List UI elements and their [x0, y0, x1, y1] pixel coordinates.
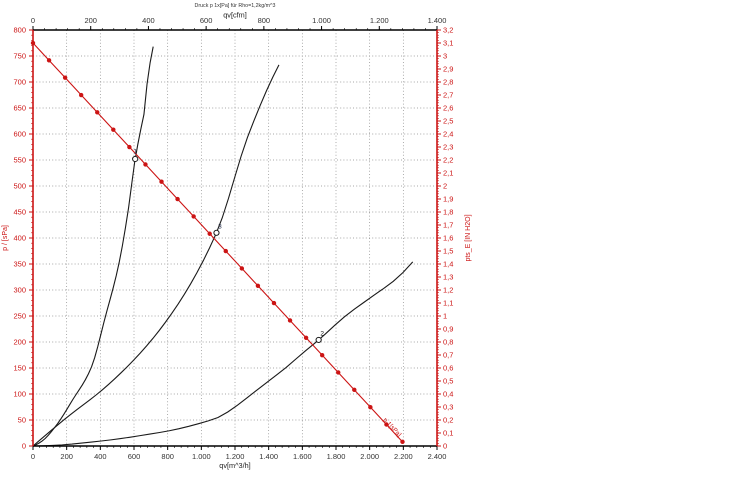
svg-text:1,2: 1,2 [443, 286, 453, 295]
svg-text:1,5: 1,5 [443, 247, 453, 256]
svg-text:100: 100 [13, 390, 26, 399]
svg-text:1,6: 1,6 [443, 234, 453, 243]
svg-text:2.000: 2.000 [360, 452, 379, 461]
svg-text:250: 250 [13, 312, 26, 321]
svg-text:qv[m^3/h]: qv[m^3/h] [219, 461, 250, 470]
svg-text:1.400: 1.400 [428, 16, 447, 25]
svg-text:2,8: 2,8 [443, 78, 453, 87]
svg-text:50: 50 [18, 416, 26, 425]
svg-text:2,9: 2,9 [443, 65, 453, 74]
svg-text:3,1: 3,1 [443, 39, 453, 48]
svg-text:400: 400 [13, 234, 26, 243]
svg-text:3: 3 [218, 223, 222, 230]
svg-text:1,4: 1,4 [443, 260, 453, 269]
svg-text:1,9: 1,9 [443, 195, 453, 204]
svg-text:1.600: 1.600 [293, 452, 312, 461]
svg-text:1,8: 1,8 [443, 208, 453, 217]
svg-text:1: 1 [443, 312, 447, 321]
svg-text:600: 600 [128, 452, 141, 461]
svg-text:2: 2 [443, 182, 447, 191]
svg-text:2,5: 2,5 [443, 117, 453, 126]
svg-text:1.800: 1.800 [327, 452, 346, 461]
svg-text:400: 400 [142, 16, 155, 25]
svg-text:pts_E [IN H2O]: pts_E [IN H2O] [465, 214, 472, 261]
svg-text:500: 500 [13, 182, 26, 191]
svg-text:600: 600 [200, 16, 213, 25]
svg-text:800: 800 [13, 26, 26, 35]
svg-text:1.000: 1.000 [192, 452, 211, 461]
svg-text:800: 800 [161, 452, 174, 461]
svg-text:0,2: 0,2 [443, 416, 453, 425]
svg-text:0: 0 [22, 442, 26, 451]
svg-text:3: 3 [443, 52, 447, 61]
svg-text:400: 400 [94, 452, 107, 461]
svg-text:1.200: 1.200 [226, 452, 245, 461]
svg-text:2,7: 2,7 [443, 91, 453, 100]
svg-text:0,9: 0,9 [443, 325, 453, 334]
svg-text:0,5: 0,5 [443, 377, 453, 386]
svg-text:750: 750 [13, 52, 26, 61]
svg-text:0: 0 [443, 442, 447, 451]
svg-text:150: 150 [13, 364, 26, 373]
svg-text:650: 650 [13, 104, 26, 113]
svg-text:1,1: 1,1 [443, 299, 453, 308]
svg-text:200: 200 [84, 16, 97, 25]
svg-text:0,8: 0,8 [443, 338, 453, 347]
svg-text:1,3: 1,3 [443, 273, 453, 282]
svg-text:1: 1 [133, 148, 137, 155]
svg-text:2,6: 2,6 [443, 104, 453, 113]
svg-text:2,1: 2,1 [443, 169, 453, 178]
svg-text:0,3: 0,3 [443, 403, 453, 412]
svg-text:700: 700 [13, 78, 26, 87]
svg-text:2.400: 2.400 [428, 452, 447, 461]
svg-text:0,4: 0,4 [443, 390, 453, 399]
svg-text:2,3: 2,3 [443, 143, 453, 152]
svg-text:1.400: 1.400 [259, 452, 278, 461]
svg-text:p / [sPa]: p / [sPa] [2, 225, 9, 251]
svg-text:200: 200 [13, 338, 26, 347]
svg-text:2,2: 2,2 [443, 156, 453, 165]
svg-text:0: 0 [31, 452, 35, 461]
svg-text:1,7: 1,7 [443, 221, 453, 230]
svg-text:0: 0 [31, 16, 35, 25]
svg-text:1.000: 1.000 [312, 16, 331, 25]
svg-text:300: 300 [13, 286, 26, 295]
svg-text:0,7: 0,7 [443, 351, 453, 360]
svg-text:800: 800 [258, 16, 271, 25]
svg-text:450: 450 [13, 208, 26, 217]
svg-text:3,2: 3,2 [443, 26, 453, 35]
svg-text:0,1: 0,1 [443, 429, 453, 438]
svg-text:350: 350 [13, 260, 26, 269]
svg-text:2: 2 [320, 330, 324, 337]
svg-text:200: 200 [60, 452, 73, 461]
svg-text:0,6: 0,6 [443, 364, 453, 373]
svg-text:600: 600 [13, 130, 26, 139]
svg-text:2.200: 2.200 [394, 452, 413, 461]
svg-text:2,4: 2,4 [443, 130, 453, 139]
svg-text:1.200: 1.200 [370, 16, 389, 25]
svg-text:qv[cfm]: qv[cfm] [223, 11, 247, 20]
svg-text:Druck p 1x[Pa] für Rho=1,2kg/m: Druck p 1x[Pa] für Rho=1,2kg/m^3 [195, 3, 276, 9]
svg-text:550: 550 [13, 156, 26, 165]
